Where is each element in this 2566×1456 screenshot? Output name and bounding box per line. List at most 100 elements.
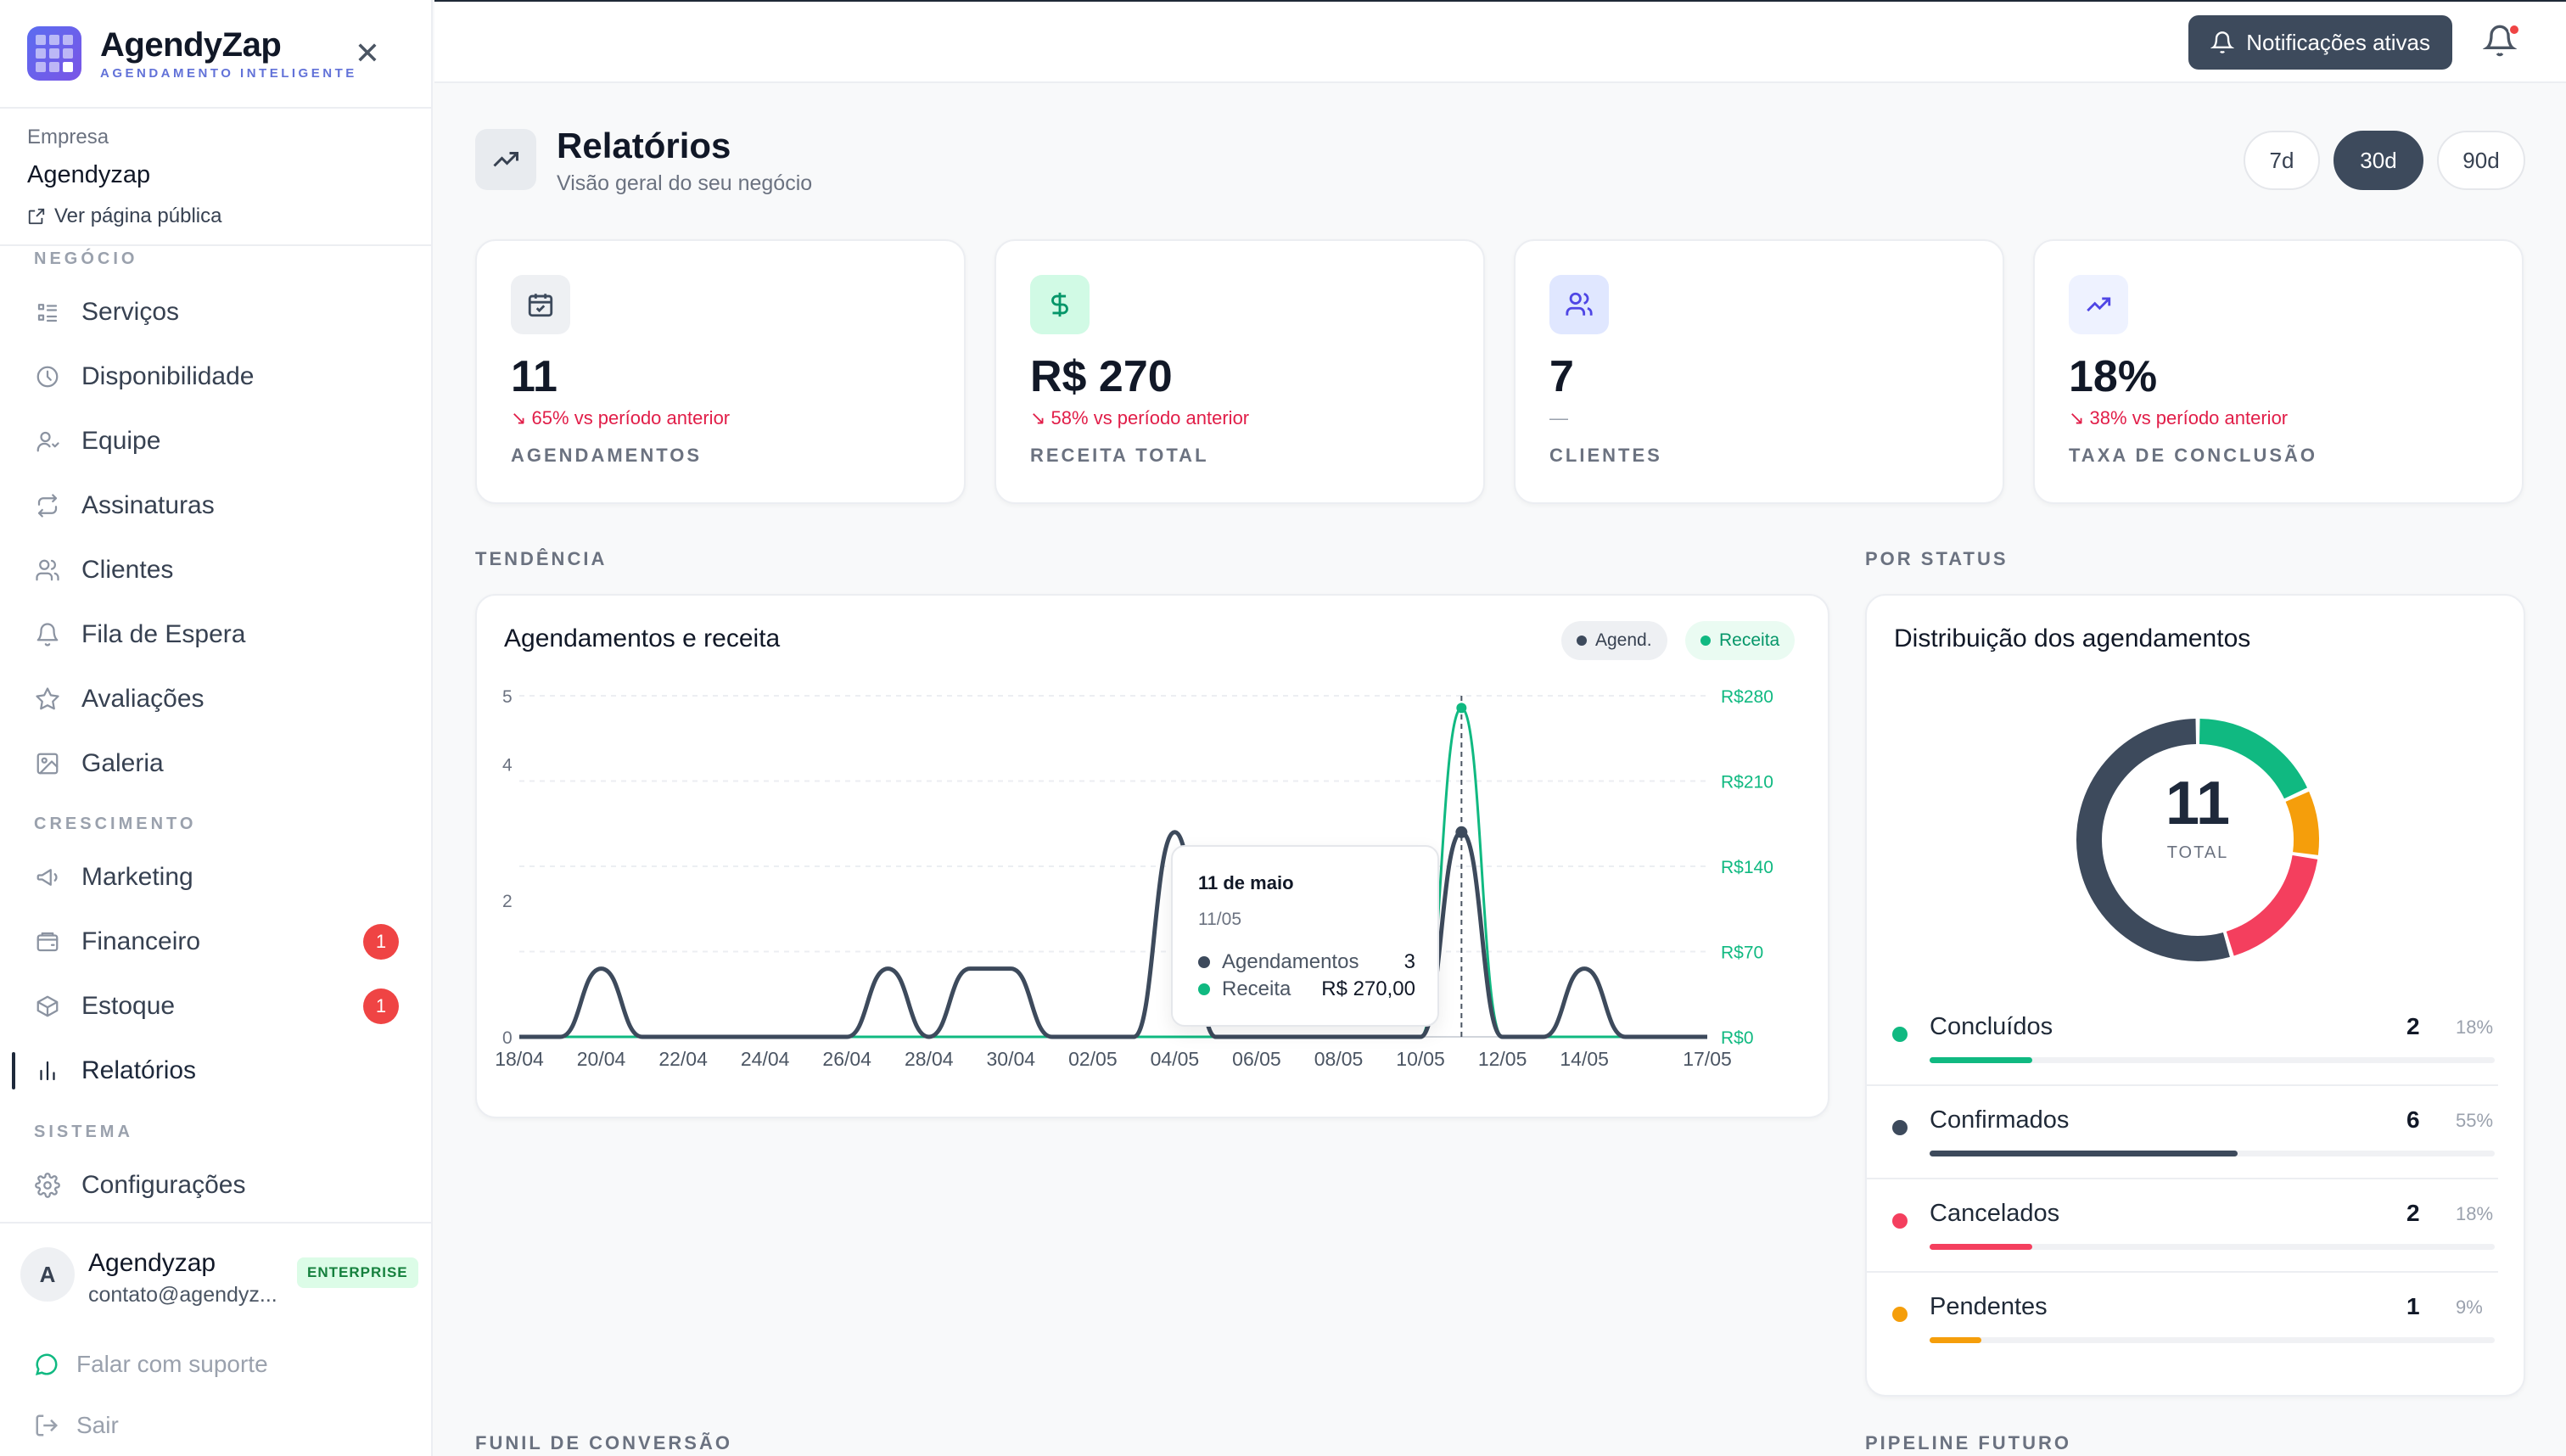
sidebar-item-galeria[interactable]: Galeria bbox=[0, 731, 433, 796]
status-percent: 18% bbox=[2456, 1016, 2494, 1038]
support-link[interactable]: Falar com suporte bbox=[34, 1351, 268, 1378]
x-tick: 18/04 bbox=[495, 1048, 544, 1070]
status-progress-track bbox=[1930, 1057, 2495, 1063]
status-name: Confirmados bbox=[1930, 1106, 2070, 1134]
page-title: Relatórios bbox=[557, 126, 731, 165]
user-icon bbox=[34, 428, 61, 455]
status-percent: 55% bbox=[2456, 1110, 2494, 1131]
hover-point-receita bbox=[1456, 703, 1467, 714]
tooltip-row-receita: Receita R$ 270,00 bbox=[1198, 977, 1415, 1001]
section-label-pipeline: PIPELINE FUTURO bbox=[1865, 1432, 2072, 1453]
sidebar-item-estoque[interactable]: Estoque 1 bbox=[0, 974, 433, 1039]
gear-icon bbox=[34, 1172, 61, 1199]
x-tick: 20/04 bbox=[577, 1048, 626, 1070]
sidebar-item-badge: 1 bbox=[363, 988, 399, 1024]
status-dot bbox=[1892, 1027, 1908, 1042]
trending-up-icon bbox=[475, 129, 536, 190]
trend-card-title: Agendamentos e receita bbox=[504, 624, 781, 652]
bell-icon bbox=[34, 621, 61, 648]
range-7d-button[interactable]: 7d bbox=[2244, 131, 2320, 190]
megaphone-icon bbox=[34, 864, 61, 891]
company-name: Agendyzap bbox=[27, 161, 151, 188]
list-icon bbox=[34, 299, 61, 326]
notifications-button[interactable]: Notificações ativas bbox=[2188, 15, 2452, 70]
status-progress-fill bbox=[1930, 1151, 2238, 1156]
y-right-tick: R$0 bbox=[1721, 1028, 1754, 1048]
range-90d-button[interactable]: 90d bbox=[2437, 131, 2525, 190]
sidebar-item-relatorios[interactable]: Relatórios bbox=[0, 1039, 433, 1103]
x-tick: 22/04 bbox=[658, 1048, 708, 1070]
external-link-icon bbox=[28, 208, 45, 225]
sidebar-item-clientes[interactable]: Clientes bbox=[0, 538, 433, 602]
x-tick: 12/05 bbox=[1478, 1048, 1527, 1070]
sidebar-section-label: NEGÓCIO bbox=[34, 249, 138, 268]
close-icon[interactable]: ✕ bbox=[354, 36, 380, 70]
section-label-status: POR STATUS bbox=[1865, 548, 2009, 569]
sidebar-item-label: Equipe bbox=[81, 427, 161, 455]
public-page-link[interactable]: Ver página pública bbox=[27, 204, 404, 228]
sidebar-item-marketing[interactable]: Marketing bbox=[0, 845, 433, 910]
x-tick: 24/04 bbox=[741, 1048, 790, 1070]
donut-total-value: 11 bbox=[2165, 770, 2231, 837]
legend-agend[interactable]: Agend. bbox=[1561, 621, 1667, 660]
legend-receita[interactable]: Receita bbox=[1685, 621, 1796, 660]
status-percent: 18% bbox=[2456, 1203, 2494, 1224]
kpi-delta: ↘ 38% vs período anterior bbox=[2069, 407, 2289, 428]
status-name: Pendentes bbox=[1930, 1293, 2048, 1320]
status-count: 1 bbox=[2406, 1293, 2420, 1319]
donut-total-label: TOTAL bbox=[2166, 843, 2229, 862]
bar-chart-icon bbox=[34, 1057, 61, 1084]
range-30d-button[interactable]: 30d bbox=[2333, 131, 2423, 190]
box-icon bbox=[34, 993, 61, 1020]
y-right-tick: R$210 bbox=[1721, 773, 1773, 792]
status-row: Concluídos 2 18% bbox=[1867, 993, 2498, 1086]
y-left-tick: 5 bbox=[502, 687, 513, 707]
image-icon bbox=[34, 750, 61, 777]
status-row: Pendentes 1 9% bbox=[1867, 1273, 2498, 1366]
calendar-check-icon bbox=[511, 275, 570, 334]
sidebar-item-assinaturas[interactable]: Assinaturas bbox=[0, 473, 433, 538]
status-progress-track bbox=[1930, 1244, 2495, 1250]
donut-slice-concluidos[interactable] bbox=[2199, 719, 2308, 799]
logout-link[interactable]: Sair bbox=[34, 1412, 119, 1439]
sidebar-item-disponibilidade[interactable]: Disponibilidade bbox=[0, 344, 433, 409]
sidebar-item-fila-de-espera[interactable]: Fila de Espera bbox=[0, 602, 433, 667]
sidebar-item-configuracoes[interactable]: Configurações bbox=[0, 1153, 433, 1218]
logout-icon bbox=[36, 1414, 59, 1436]
sidebar-item-equipe[interactable]: Equipe bbox=[0, 409, 433, 473]
sidebar-item-label: Estoque bbox=[81, 992, 176, 1020]
tooltip-date: 11/05 bbox=[1198, 910, 1241, 929]
star-icon bbox=[34, 686, 61, 713]
kpi-card-receita: R$ 270 ↘ 58% vs período anterior RECEITA… bbox=[994, 239, 1485, 504]
y-left-tick: 4 bbox=[502, 755, 513, 775]
kpi-value: 7 bbox=[1549, 352, 1574, 401]
section-label-trend: TENDÊNCIA bbox=[475, 548, 608, 569]
sidebar-item-label: Galeria bbox=[81, 749, 164, 777]
donut-slice-confirmados[interactable] bbox=[2076, 719, 2230, 961]
user-email: contato@agendyz... bbox=[88, 1283, 277, 1307]
avatar[interactable]: A bbox=[20, 1247, 75, 1302]
status-donut-chart bbox=[2076, 719, 2319, 961]
notification-bell-icon[interactable] bbox=[2482, 24, 2520, 61]
x-tick: 08/05 bbox=[1314, 1048, 1364, 1070]
sidebar-section-label: CRESCIMENTO bbox=[34, 815, 197, 833]
sidebar-item-servicos[interactable]: Serviços bbox=[0, 280, 433, 344]
status-progress-track bbox=[1930, 1337, 2495, 1343]
kpi-card-agendamentos: 11 ↘ 65% vs período anterior AGENDAMENTO… bbox=[475, 239, 966, 504]
brand-logo-icon bbox=[27, 26, 81, 81]
kpi-card-clientes: 7 — CLIENTES bbox=[1514, 239, 2004, 504]
status-progress-fill bbox=[1930, 1337, 1981, 1343]
kpi-value: 18% bbox=[2069, 352, 2158, 401]
users-icon bbox=[1549, 275, 1609, 334]
page-subtitle: Visão geral do seu negócio bbox=[557, 171, 813, 195]
x-tick: 28/04 bbox=[905, 1048, 954, 1070]
sidebar-item-financeiro[interactable]: Financeiro 1 bbox=[0, 910, 433, 974]
user-name: Agendyzap bbox=[88, 1249, 216, 1277]
kpi-value: R$ 270 bbox=[1030, 352, 1173, 401]
donut-slice-cancelados[interactable] bbox=[2226, 854, 2318, 956]
y-right-tick: R$140 bbox=[1721, 858, 1773, 877]
donut-slice-pendentes[interactable] bbox=[2285, 791, 2319, 855]
kpi-delta: — bbox=[1549, 407, 1568, 428]
sidebar-item-avaliacoes[interactable]: Avaliações bbox=[0, 667, 433, 731]
